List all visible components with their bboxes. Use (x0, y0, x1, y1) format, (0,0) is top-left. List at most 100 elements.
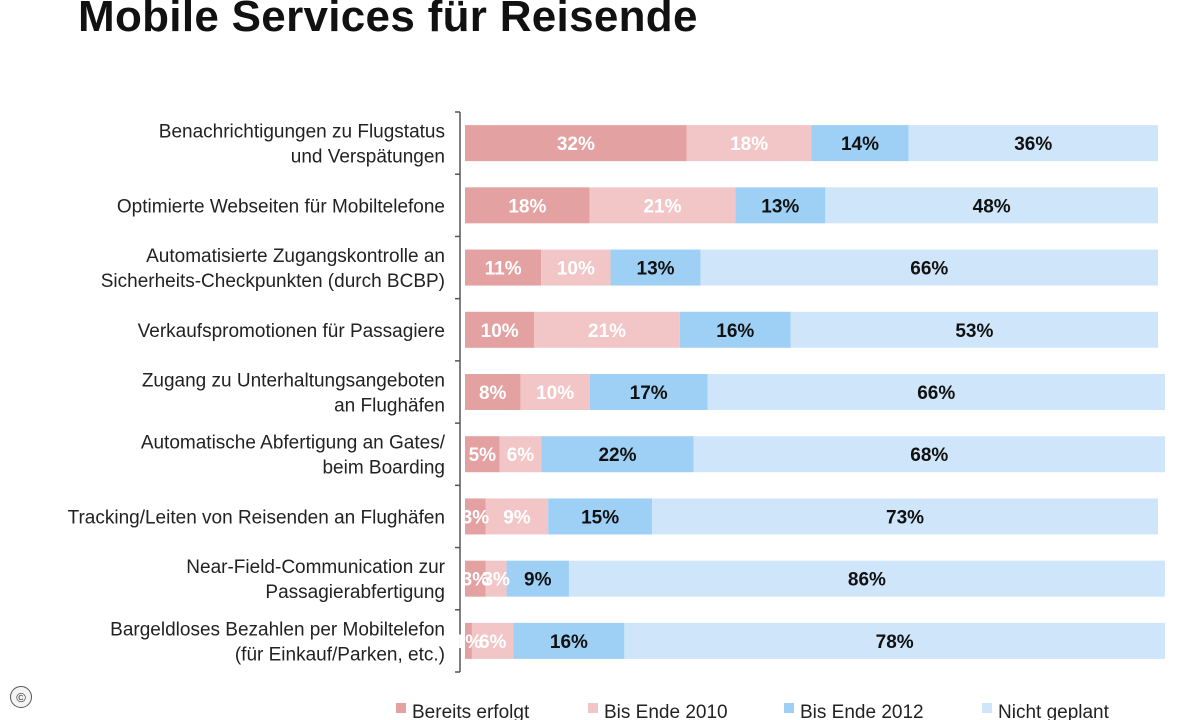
data-label: 16% (550, 632, 588, 653)
bar-segment (499, 436, 542, 473)
bar-segment (693, 436, 1165, 473)
data-label: 18% (730, 134, 768, 155)
category-label-line: Sicherheits-Checkpunkten (durch BCBP) (101, 271, 445, 292)
category-label-line: Zugang zu Unterhaltungsangeboten (142, 371, 445, 392)
bar-segment (610, 249, 701, 286)
data-label: 73% (886, 507, 924, 528)
category-label: Automatische Abfertigung an Gates/beim B… (141, 433, 446, 479)
bar-segment (471, 622, 514, 659)
data-label: 5% (469, 445, 497, 466)
bar-segment (652, 498, 1158, 535)
category-label-line: Passagierabfertigung (265, 582, 445, 603)
data-label: 11% (485, 259, 522, 280)
data-label: 8% (479, 383, 507, 404)
category-label-line: und Verspätungen (291, 147, 445, 168)
category-label-line: Tracking/Leiten von Reisenden an Flughäf… (68, 507, 445, 528)
data-label: 16% (716, 321, 754, 342)
category-label: Near-Field-Communication zur Passagierabf… (186, 557, 445, 603)
legend-label: Bis Ende 2012 (800, 702, 924, 720)
bar-segment (707, 374, 1165, 410)
data-label: 53% (955, 321, 993, 342)
data-label: 3% (462, 570, 490, 591)
data-label: 10% (557, 259, 595, 280)
legend: Bereits erfolgt Bis Ende 2010 Bis Ende 201… (396, 702, 1110, 720)
category-label: Tracking/Leiten von Reisenden an Flughäf… (68, 507, 445, 528)
category-label-line: Bargeldloses Bezahlen per Mobiltelefon (110, 619, 445, 640)
data-label: 9% (524, 570, 552, 591)
data-label: 36% (1014, 134, 1052, 155)
data-label: 18% (508, 196, 546, 217)
data-label: 10% (536, 383, 574, 404)
bar-segment (520, 374, 590, 410)
bar-segment (534, 311, 680, 348)
bar-segment (686, 125, 812, 162)
axis-layer (455, 111, 461, 673)
category-label: Automatisierte Zugangskontrolle an Sicher… (101, 246, 445, 292)
bar-segment (825, 187, 1158, 224)
data-label: 10% (481, 321, 519, 342)
bar-segment (465, 560, 486, 597)
chart-title: Mobile Services für Reisende (78, 0, 698, 41)
data-label: 3% (482, 570, 510, 591)
legend-label: Bereits erfolgt (412, 702, 530, 720)
data-label: 68% (910, 445, 948, 466)
bar-segment (465, 622, 472, 659)
bar-segment (541, 249, 611, 286)
data-label: 32% (557, 134, 595, 155)
category-labels: Benachrichtigungen zu Flugstatus und Vers… (68, 122, 446, 666)
legend-swatch (396, 703, 406, 713)
category-label: Zugang zu Unterhaltungsangeboten an Flugh… (142, 371, 445, 417)
bar-segment (908, 125, 1158, 162)
category-label-line: Automatisierte Zugangskontrolle an (146, 246, 445, 267)
bar-segment (811, 125, 909, 162)
legend-swatch (982, 703, 992, 713)
data-label: 14% (841, 134, 879, 155)
bar-segment (465, 187, 590, 224)
bar-segment (548, 498, 653, 535)
data-label: 48% (973, 196, 1011, 217)
legend-label: Bis Ende 2010 (604, 702, 728, 720)
data-label: 9% (503, 507, 531, 528)
bar-segment (568, 560, 1165, 597)
data-label: 6% (479, 632, 507, 653)
category-label-line: beim Boarding (322, 458, 445, 479)
bar-segment (506, 560, 569, 597)
data-label: 17% (630, 383, 668, 404)
category-label: Optimierte Webseiten für Mobiltelefone (117, 196, 445, 217)
category-label-line: (für Einkauf/Parken, etc.) (235, 644, 445, 665)
bar-segment (485, 560, 507, 597)
data-label: 1% (455, 632, 483, 653)
bar-segment (465, 436, 500, 473)
category-label-line: an Flughäfen (334, 396, 445, 417)
bar-segment (513, 622, 625, 659)
category-label-line: Benachrichtigungen zu Flugstatus (159, 122, 445, 143)
bar-segment (589, 187, 736, 224)
data-label: 6% (507, 445, 535, 466)
data-label: 78% (876, 632, 914, 653)
category-label-line: Automatische Abfertigung an Gates/ (141, 433, 446, 454)
data-label: 13% (637, 259, 675, 280)
category-label: Benachrichtigungen zu Flugstatus und Vers… (159, 122, 445, 168)
bar-segment (465, 249, 542, 286)
category-label: Bargeldloses Bezahlen per Mobiltelefon (f… (110, 619, 445, 665)
bar-segment (790, 311, 1158, 348)
data-label: 15% (581, 507, 619, 528)
data-label: 13% (761, 196, 799, 217)
bar-segment (465, 374, 521, 410)
bar-segment (679, 311, 791, 348)
bar-segment (589, 374, 708, 410)
bar-segment (624, 622, 1165, 659)
data-label: 22% (598, 445, 636, 466)
legend-swatch (588, 703, 598, 713)
bar-segment (700, 249, 1158, 286)
bar-segment (735, 187, 826, 224)
data-label: 21% (643, 196, 681, 217)
data-label: 86% (848, 570, 886, 591)
category-label-line: Verkaufspromotionen für Passagiere (138, 321, 445, 342)
bar-segment (465, 125, 687, 162)
bar-segment (465, 311, 535, 348)
data-label: 66% (910, 259, 948, 280)
bars-layer: 32% 18% 14% 36% 18% 21% 13% 48% 11% 10% 13% 66% 10% 2… (455, 125, 1165, 659)
data-label: 21% (588, 321, 626, 342)
